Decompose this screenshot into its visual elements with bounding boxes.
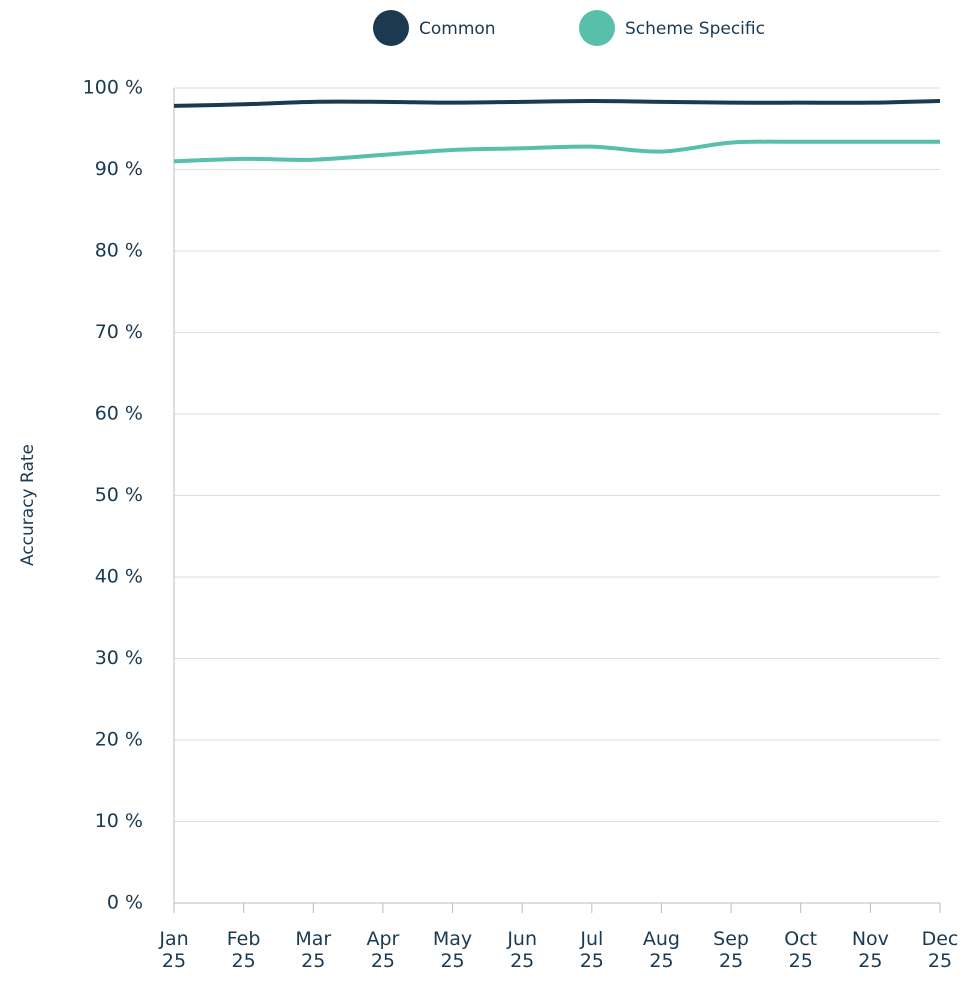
x-tick-label: Apr 25 (366, 928, 400, 972)
x-tick-label: Oct 25 (784, 928, 818, 972)
y-tick-label: 50 % (95, 484, 143, 506)
y-tick-label: 20 % (95, 729, 143, 751)
x-tick-label: Jul 25 (579, 928, 604, 972)
legend-swatch (579, 10, 615, 46)
series-line (173, 139, 940, 164)
x-tick-label: Mar 25 (295, 928, 332, 972)
x-tick-label: Nov 25 (851, 928, 889, 972)
y-tick-label: 80 % (95, 240, 143, 262)
legend-swatch (373, 10, 409, 46)
series-line (173, 99, 941, 108)
y-tick-label: 90 % (95, 158, 143, 180)
y-tick-label: 0 % (107, 892, 143, 914)
y-tick-label: 60 % (95, 403, 143, 425)
legend-label: Scheme Specific (625, 19, 765, 39)
x-tick-label: May 25 (432, 928, 473, 972)
y-tick-label: 10 % (95, 810, 143, 832)
x-tick-label: Dec 25 (921, 928, 959, 972)
y-tick-label: 70 % (95, 321, 143, 343)
x-tick-label: Aug 25 (642, 928, 680, 972)
x-tick-label: Jun 25 (507, 928, 538, 972)
legend-label: Common (419, 19, 496, 39)
y-tick-label: 100 % (83, 77, 143, 99)
y-tick-label: 40 % (95, 566, 143, 588)
x-tick-label: Sep 25 (713, 928, 749, 972)
x-tick-label: Jan 25 (159, 928, 189, 972)
y-tick-label: 30 % (95, 647, 143, 669)
x-tick-label: Feb 25 (226, 928, 261, 972)
y-axis-title: Accuracy Rate (18, 444, 38, 566)
